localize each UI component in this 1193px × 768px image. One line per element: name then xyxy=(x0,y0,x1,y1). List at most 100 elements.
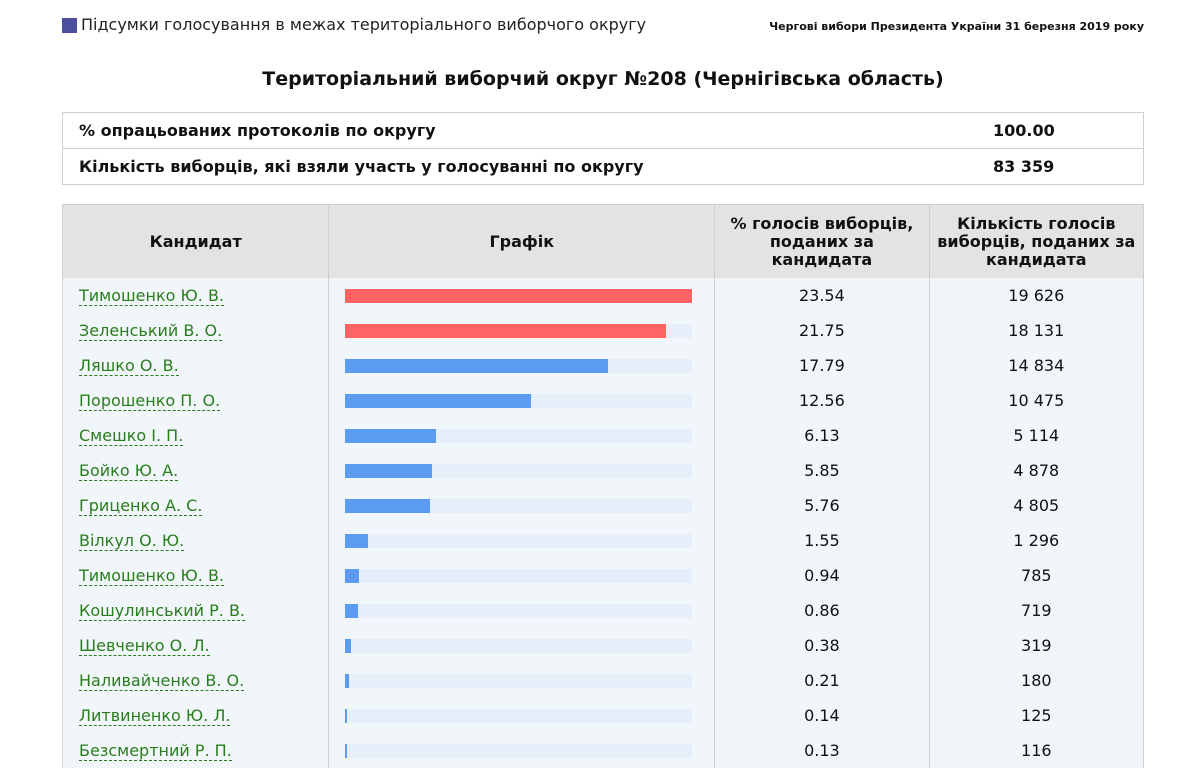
bar-track xyxy=(345,603,693,618)
graph-cell xyxy=(328,453,716,488)
table-row: Порошенко П. О. 12.56 10 475 xyxy=(62,383,1144,418)
candidate-link[interactable]: Бойко Ю. А. xyxy=(79,461,179,481)
count-cell: 18 131 xyxy=(929,313,1144,348)
percent-cell: 6.13 xyxy=(714,418,930,453)
table-row: Кошулинський Р. В. 0.86 719 xyxy=(62,593,1144,628)
vote-bar xyxy=(345,463,432,478)
graph-cell xyxy=(328,348,716,383)
summary-value: 100.00 xyxy=(991,112,1144,149)
table-row: Безсмертний Р. П. 0.13 116 xyxy=(62,733,1144,768)
count-cell: 4 805 xyxy=(929,488,1144,523)
candidate-cell: Бойко Ю. А. xyxy=(62,453,330,488)
table-row: Смешко І. П. 6.13 5 114 xyxy=(62,418,1144,453)
candidate-link[interactable]: Тимошенко Ю. В. xyxy=(79,566,225,586)
candidate-cell: Порошенко П. О. xyxy=(62,383,330,418)
candidate-link[interactable]: Смешко І. П. xyxy=(79,426,184,446)
count-cell: 10 475 xyxy=(929,383,1144,418)
candidate-cell: Тимошенко Ю. В. xyxy=(62,558,330,593)
candidate-cell: Смешко І. П. xyxy=(62,418,330,453)
graph-cell xyxy=(328,628,716,663)
count-cell: 14 834 xyxy=(929,348,1144,383)
election-title: Чергові вибори Президента України 31 бер… xyxy=(769,20,1144,33)
table-row: Гриценко А. С. 5.76 4 805 xyxy=(62,488,1144,523)
vote-bar xyxy=(345,533,369,548)
graph-cell xyxy=(328,313,716,348)
bar-track xyxy=(345,288,693,303)
candidate-link[interactable]: Шевченко О. Л. xyxy=(79,636,210,656)
count-cell: 180 xyxy=(929,663,1144,698)
count-cell: 125 xyxy=(929,698,1144,733)
vote-bar xyxy=(345,638,351,653)
header-percent: % голосів виборців, поданих за кандидата xyxy=(714,204,930,278)
candidate-cell: Наливайченко В. О. xyxy=(62,663,330,698)
results-header-row: Кандидат Графік % голосів виборців, пода… xyxy=(62,204,1144,278)
percent-cell: 12.56 xyxy=(714,383,930,418)
vote-bar xyxy=(345,498,431,513)
summary-value: 83 359 xyxy=(991,148,1144,185)
table-row: Зеленський В. О. 21.75 18 131 xyxy=(62,313,1144,348)
bar-track xyxy=(345,358,693,373)
candidate-cell: Кошулинський Р. В. xyxy=(62,593,330,628)
vote-bar xyxy=(345,673,349,688)
table-row: Тимошенко Ю. В. 0.94 785 xyxy=(62,558,1144,593)
section-title: Підсумки голосування в межах територіаль… xyxy=(81,15,647,34)
graph-cell xyxy=(328,488,716,523)
vote-bar xyxy=(345,708,348,723)
count-cell: 319 xyxy=(929,628,1144,663)
table-row: Шевченко О. Л. 0.38 319 xyxy=(62,628,1144,663)
percent-cell: 21.75 xyxy=(714,313,930,348)
bar-track xyxy=(345,568,693,583)
candidate-link[interactable]: Гриценко А. С. xyxy=(79,496,203,516)
candidate-link[interactable]: Кошулинський Р. В. xyxy=(79,601,245,621)
candidate-cell: Безсмертний Р. П. xyxy=(62,733,330,768)
summary-table: % опрацьованих протоколів по округу 100.… xyxy=(62,112,1144,185)
candidate-link[interactable]: Наливайченко В. О. xyxy=(79,671,245,691)
vote-bar xyxy=(345,568,360,583)
table-row: Наливайченко В. О. 0.21 180 xyxy=(62,663,1144,698)
results-table: Кандидат Графік % голосів виборців, пода… xyxy=(62,204,1144,768)
bar-track xyxy=(345,638,693,653)
candidate-link[interactable]: Литвиненко Ю. Л. xyxy=(79,706,231,726)
count-cell: 1 296 xyxy=(929,523,1144,558)
vote-bar xyxy=(345,603,359,618)
candidate-cell: Зеленський В. О. xyxy=(62,313,330,348)
vote-bar xyxy=(345,393,531,408)
candidate-link[interactable]: Ляшко О. В. xyxy=(79,356,179,376)
header-count: Кількість голосів виборців, поданих за к… xyxy=(929,204,1144,278)
table-row: Бойко Ю. А. 5.85 4 878 xyxy=(62,453,1144,488)
bar-track xyxy=(345,393,693,408)
summary-row-protocols: % опрацьованих протоколів по округу 100.… xyxy=(62,112,1144,149)
candidate-link[interactable]: Зеленський В. О. xyxy=(79,321,223,341)
header-candidate: Кандидат xyxy=(62,204,330,278)
bar-track xyxy=(345,743,693,758)
graph-cell xyxy=(328,383,716,418)
percent-cell: 0.13 xyxy=(714,733,930,768)
count-cell: 116 xyxy=(929,733,1144,768)
bar-track xyxy=(345,498,693,513)
bar-track xyxy=(345,463,693,478)
summary-row-turnout: Кількість виборців, які взяли участь у г… xyxy=(62,148,1144,185)
bar-track xyxy=(345,533,693,548)
candidate-link[interactable]: Порошенко П. О. xyxy=(79,391,221,411)
header-square-icon xyxy=(62,18,77,33)
candidate-link[interactable]: Вілкул О. Ю. xyxy=(79,531,185,551)
candidate-cell: Тимошенко Ю. В. xyxy=(62,278,330,313)
summary-label: Кількість виборців, які взяли участь у г… xyxy=(62,148,991,185)
count-cell: 19 626 xyxy=(929,278,1144,313)
table-row: Литвиненко Ю. Л. 0.14 125 xyxy=(62,698,1144,733)
percent-cell: 5.76 xyxy=(714,488,930,523)
count-cell: 785 xyxy=(929,558,1144,593)
count-cell: 4 878 xyxy=(929,453,1144,488)
bar-track xyxy=(345,428,693,443)
percent-cell: 0.38 xyxy=(714,628,930,663)
graph-cell xyxy=(328,278,716,313)
graph-cell xyxy=(328,523,716,558)
candidate-link[interactable]: Тимошенко Ю. В. xyxy=(79,286,225,306)
vote-bar xyxy=(345,743,348,758)
percent-cell: 0.21 xyxy=(714,663,930,698)
percent-cell: 0.94 xyxy=(714,558,930,593)
candidate-cell: Шевченко О. Л. xyxy=(62,628,330,663)
results-body: Тимошенко Ю. В. 23.54 19 626 Зеленський В. … xyxy=(62,278,1144,768)
graph-cell xyxy=(328,663,716,698)
candidate-link[interactable]: Безсмертний Р. П. xyxy=(79,741,232,761)
